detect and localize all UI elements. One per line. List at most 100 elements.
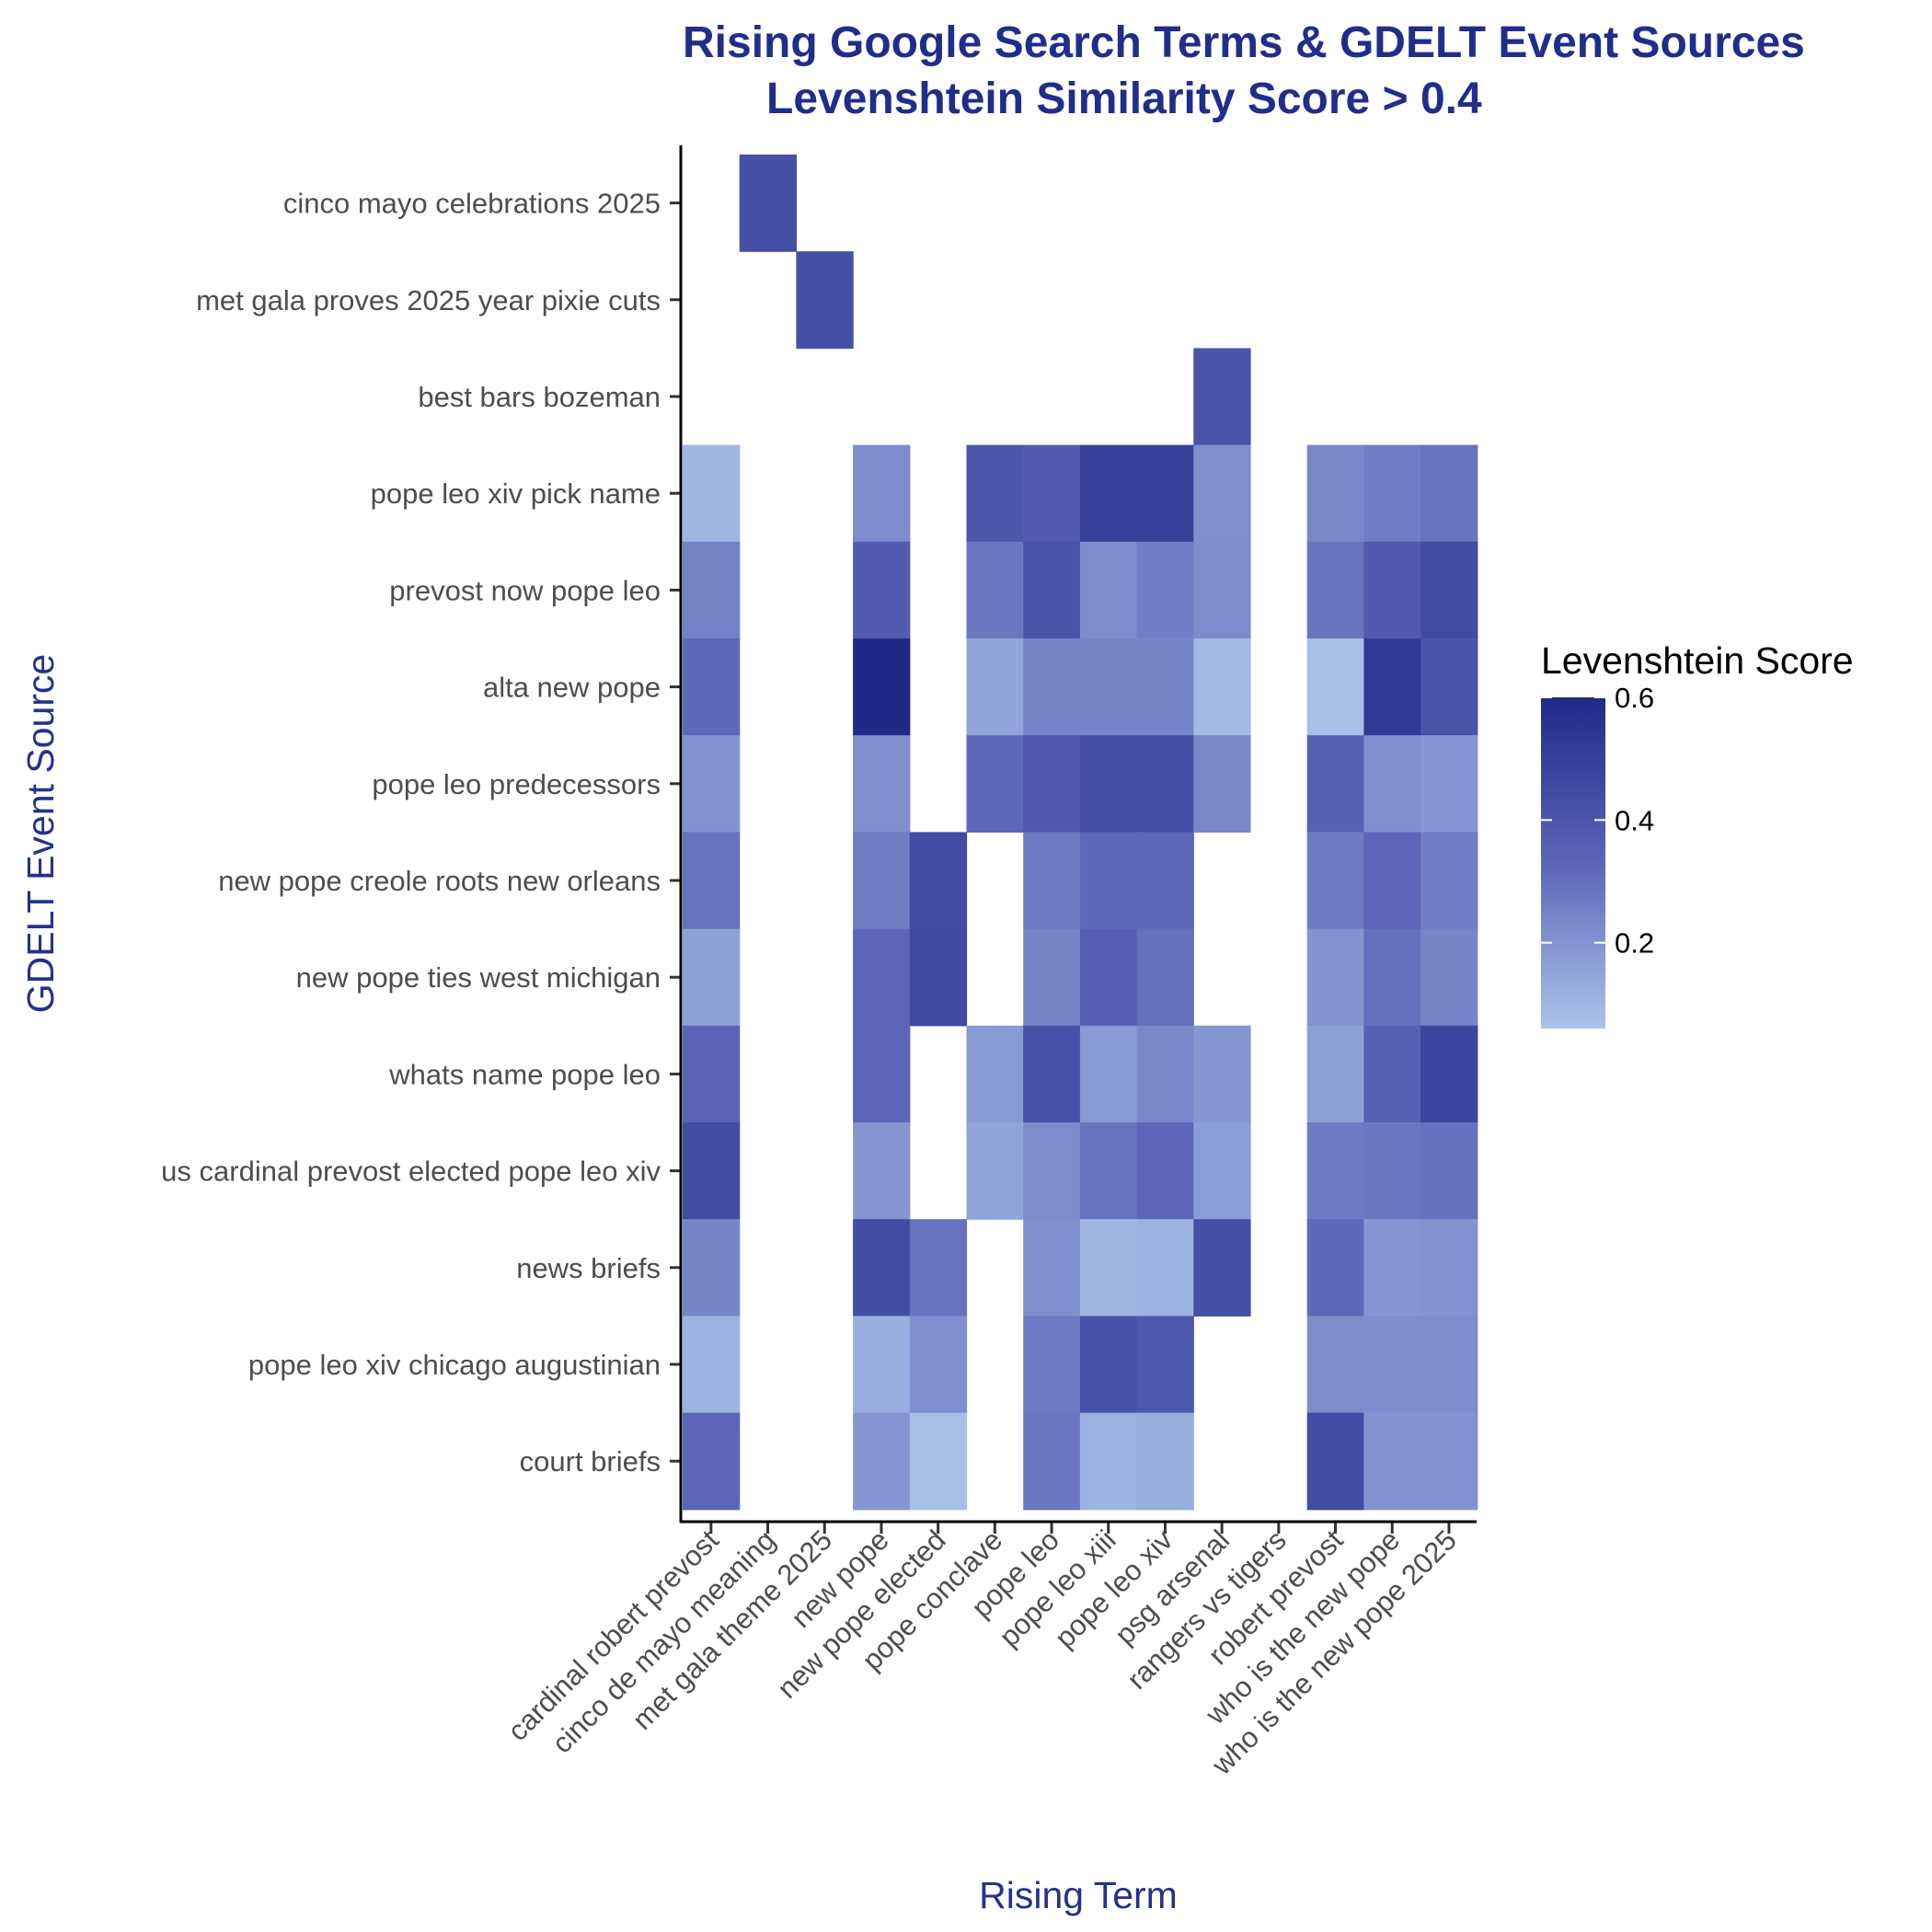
legend-tick-label: 0.2 xyxy=(1615,927,1654,960)
heatmap-cell xyxy=(1193,735,1251,833)
y-tick-label: pope leo xiv pick name xyxy=(371,477,661,510)
heatmap-cell xyxy=(1420,735,1478,833)
heatmap-cell xyxy=(1023,1412,1081,1511)
legend-tick-label: 0.4 xyxy=(1615,804,1654,836)
heatmap-cell xyxy=(1136,1025,1194,1123)
heatmap-cell xyxy=(1079,1412,1138,1511)
heatmap-cell xyxy=(1136,1219,1194,1317)
heatmap-cell xyxy=(1193,1219,1251,1317)
heatmap-cell xyxy=(1420,444,1478,543)
heatmap-cell xyxy=(909,832,968,930)
heatmap-cell xyxy=(1023,735,1081,833)
heatmap-cell xyxy=(1079,1025,1138,1123)
heatmap-cell xyxy=(1420,1316,1478,1414)
heatmap-cell xyxy=(1193,1025,1251,1123)
heatmap-cell xyxy=(1420,541,1478,639)
heatmap-cell xyxy=(909,1219,968,1317)
y-tick-label: prevost now pope leo xyxy=(389,574,661,606)
heatmap-cell xyxy=(1136,1316,1194,1414)
heatmap-cell xyxy=(1420,832,1478,930)
heatmap-cell xyxy=(1420,1412,1478,1511)
heatmap-cell xyxy=(1363,735,1421,833)
heatmap-cell xyxy=(1363,444,1421,543)
heatmap-cell xyxy=(853,735,911,833)
heatmap-cell xyxy=(1363,541,1421,639)
heatmap-cell xyxy=(1363,1316,1421,1414)
heatmap-cell xyxy=(1363,1412,1421,1511)
heatmap-cell xyxy=(1023,928,1081,1027)
y-tick-label: cinco mayo celebrations 2025 xyxy=(283,188,661,220)
heatmap-cell xyxy=(1079,1122,1138,1220)
heatmap-cell xyxy=(853,832,911,930)
heatmap-cell xyxy=(1306,832,1364,930)
heatmap-cell xyxy=(1306,1219,1364,1317)
heatmap-cell xyxy=(966,1122,1024,1220)
heatmap-cell xyxy=(683,541,741,639)
heatmap-cell xyxy=(1193,444,1251,543)
heatmap-cell xyxy=(1363,638,1421,736)
legend-ticks: 0.6 0.4 0.2 xyxy=(1541,682,1654,960)
heatmap-cell xyxy=(853,638,911,736)
heatmap-cell xyxy=(1023,832,1081,930)
heatmap-cell xyxy=(1079,928,1138,1027)
heatmap-cell xyxy=(683,1219,741,1317)
heatmap-cell xyxy=(1079,638,1138,736)
heatmap-cell xyxy=(853,1122,911,1220)
heatmap-cell xyxy=(1363,1122,1421,1220)
y-tick-label: alta new pope xyxy=(483,672,661,704)
heatmap-cell xyxy=(1023,1316,1081,1414)
heatmap-cell xyxy=(1420,1122,1478,1220)
heatmap-cell xyxy=(739,155,797,252)
heatmap-cell xyxy=(683,1025,741,1123)
heatmap-cell xyxy=(1306,1316,1364,1414)
y-tick-label: new pope creole roots new orleans xyxy=(218,865,661,897)
heatmap-cell xyxy=(1306,928,1364,1027)
legend-tick-label: 0.6 xyxy=(1615,682,1654,714)
heatmap-cell xyxy=(966,1025,1024,1123)
heatmap-cell xyxy=(966,444,1024,543)
x-axis-title: Rising Term xyxy=(979,1874,1178,1916)
y-tick-label: pope leo xiv chicago augustinian xyxy=(248,1349,661,1381)
heatmap-cell xyxy=(853,444,911,543)
heatmap-cell xyxy=(853,1025,911,1123)
heatmap-cell xyxy=(1306,444,1364,543)
heatmap-cell xyxy=(853,1316,911,1414)
heatmap-cell xyxy=(1306,1025,1364,1123)
heatmap-cell xyxy=(683,444,741,543)
heatmap-cell xyxy=(1420,928,1478,1027)
heatmap-cell xyxy=(966,638,1024,736)
heatmap-cell xyxy=(1023,541,1081,639)
heatmap-cell xyxy=(1079,541,1138,639)
heatmap-cell xyxy=(853,1412,911,1511)
heatmap-cell xyxy=(1023,1025,1081,1123)
y-tick-label: whats name pope leo xyxy=(388,1058,661,1090)
heatmap-cell xyxy=(853,1219,911,1317)
heatmap-cell xyxy=(1023,444,1081,543)
heatmap-cell xyxy=(1079,1219,1138,1317)
heatmap-cell xyxy=(683,1412,741,1511)
heatmap-cell xyxy=(1306,735,1364,833)
chart-subtitle: Levenshtein Similarity Score > 0.4 xyxy=(766,75,1482,123)
legend-colorbar xyxy=(1541,697,1605,1029)
heatmap-cell xyxy=(1023,1122,1081,1220)
heatmap-cell xyxy=(1306,541,1364,639)
heatmap-cell xyxy=(1363,1219,1421,1317)
heatmap-cell xyxy=(853,541,911,639)
heatmap-cell xyxy=(853,928,911,1027)
y-tick-label: best bars bozeman xyxy=(418,381,661,413)
heatmap-cell xyxy=(1363,1025,1421,1123)
heatmap-cell xyxy=(1193,541,1251,639)
heatmap-cell xyxy=(1420,1025,1478,1123)
heatmap-cell xyxy=(1363,928,1421,1027)
y-tick-label: news briefs xyxy=(516,1252,661,1284)
y-tick-label: pope leo predecessors xyxy=(372,768,661,800)
heatmap-cell xyxy=(909,928,968,1027)
y-tick-label: court briefs xyxy=(520,1445,661,1478)
heatmap-cell xyxy=(1079,735,1138,833)
heatmap-cell xyxy=(1306,1122,1364,1220)
y-axis-title: GDELT Event Source xyxy=(19,654,62,1013)
heatmap-cell xyxy=(1136,638,1194,736)
x-tick-label: cinco de mayo meaning xyxy=(546,1524,781,1759)
